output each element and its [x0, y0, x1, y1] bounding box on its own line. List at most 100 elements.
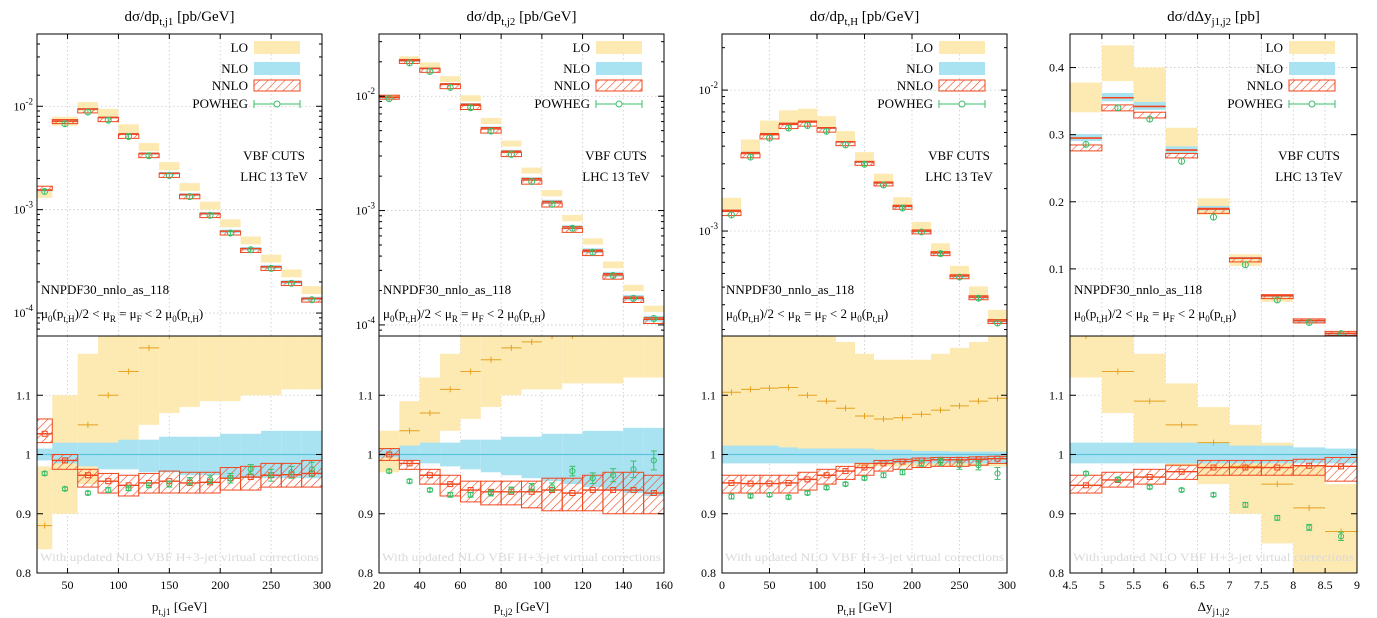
- lo-band-bin: [582, 238, 603, 245]
- powheg-ratio-point: [166, 481, 173, 488]
- lo-ratio-band-bin: [541, 336, 563, 390]
- nnlo-ratio-marker: [1210, 464, 1217, 471]
- lo-ratio-band-bin: [582, 336, 603, 384]
- powheg-point: [747, 153, 754, 161]
- x-tick-label: 0: [719, 578, 725, 592]
- legend-label-nnlo: NNLO: [212, 78, 248, 93]
- nnlo-ratio-marker: [105, 478, 112, 485]
- powheg-point: [247, 246, 255, 254]
- powheg-point: [650, 314, 658, 322]
- lo-band-bin: [1070, 82, 1102, 113]
- powheg-point: [1337, 330, 1345, 336]
- x-tick-label: 8: [1290, 578, 1296, 592]
- legend-swatch-powheg: [1308, 100, 1316, 108]
- lo-band-bin: [623, 284, 644, 292]
- lo-ratio-band-bin: [220, 336, 241, 402]
- nnlo-ratio-marker: [386, 451, 393, 458]
- legend: LO NLO NNLO POWHEG: [877, 40, 986, 111]
- powheg-point: [385, 95, 393, 103]
- ticks: [378, 34, 665, 574]
- nnlo-ratio-marker: [766, 480, 773, 487]
- x-tick-label: 200: [211, 578, 229, 592]
- legend: LO NLO NNLO POWHEG: [192, 40, 301, 111]
- ratio-plot: [722, 336, 1007, 501]
- chart-panel-3: With updated NLO VBF H+3-jet virtual cor…: [699, 9, 1017, 618]
- x-tick-label: 100: [808, 578, 826, 592]
- lo-band-bin: [760, 120, 779, 134]
- legend-swatch-powheg: [273, 100, 281, 108]
- powheg-point: [308, 296, 316, 304]
- powheg-point: [823, 127, 830, 135]
- x-axis-label: pt,j1 [GeV]: [152, 599, 207, 618]
- nlo-ratio-band-bin: [480, 439, 502, 473]
- x-axis-label: pt,H [GeV]: [837, 599, 892, 618]
- x-tick-label: 80: [495, 578, 507, 592]
- powheg-ratio-point: [747, 492, 754, 500]
- x-tick-label: 160: [655, 578, 673, 592]
- powheg-point: [165, 172, 173, 180]
- lo-ratio-band-bin: [893, 359, 912, 467]
- powheg-ratio-point: [1337, 533, 1345, 540]
- nlo-ratio-band-bin: [779, 447, 798, 464]
- nnlo-ratio-band-bin: [722, 474, 742, 494]
- legend-swatch-nnlo: [595, 79, 643, 92]
- ratio-y-tick-label: 0.8: [16, 566, 31, 580]
- nlo-ratio-band-bin: [798, 448, 817, 464]
- lo-band-bin: [874, 173, 893, 185]
- nnlo-ratio-band-bin: [778, 474, 799, 494]
- ratio-y-tick-label: 1: [710, 448, 716, 462]
- powheg-ratio-point: [569, 467, 576, 475]
- watermark-text: With updated NLO VBF H+3-jet virtual cor…: [1073, 550, 1354, 564]
- powheg-point: [1082, 140, 1090, 148]
- annotation-scale: μ0(pt,H)/2 < μR = μF < 2 μ0(pt,H): [1074, 306, 1236, 324]
- powheg-point: [287, 279, 295, 287]
- legend-label-nnlo: NNLO: [554, 78, 590, 93]
- powheg-ratio-point: [880, 472, 887, 479]
- x-tick-label: 300: [313, 578, 331, 592]
- lo-band-bin: [541, 190, 563, 197]
- legend-label-powheg: POWHEG: [877, 96, 933, 111]
- lo-ratio-band-bin: [562, 336, 583, 384]
- lo-ratio-band-bin: [240, 336, 261, 396]
- powheg-point: [61, 120, 69, 128]
- powheg-ratio-point: [1306, 524, 1313, 531]
- lo-band-bin: [1133, 67, 1166, 105]
- lo-ratio-band-bin: [521, 336, 542, 390]
- ratio-y-tick-label: 0.9: [701, 507, 716, 521]
- ratio-y-tick-label: 1.1: [701, 388, 716, 402]
- powheg-ratio-point: [467, 491, 474, 498]
- x-tick-label: 7.5: [1254, 578, 1269, 592]
- legend-label-powheg: POWHEG: [534, 96, 590, 111]
- powheg-ratio-point: [589, 475, 596, 482]
- lo-ratio-band-bin: [501, 336, 522, 396]
- nnlo-ratio-band-bin: [561, 477, 584, 512]
- legend-label-lo: LO: [573, 40, 590, 55]
- nlo-ratio-band-bin: [855, 448, 874, 464]
- powheg-point: [1273, 296, 1281, 304]
- y-tick-label: 10-4: [356, 315, 376, 332]
- nlo-ratio-band-bin: [179, 436, 200, 476]
- powheg-point: [609, 272, 617, 280]
- nlo-ratio-band-bin: [501, 436, 522, 476]
- lo-band-bin: [779, 110, 798, 124]
- annotation-pdf: NNPDF30_nnlo_as_118: [383, 282, 511, 297]
- lo-band-bin: [836, 131, 855, 143]
- lo-band-bin: [722, 197, 741, 211]
- powheg-ratio-point: [386, 467, 393, 475]
- nlo-ratio-band-bin: [562, 433, 583, 485]
- x-tick-label: 50: [62, 578, 74, 592]
- annotation-scale: μ0(pt,H)/2 < μR = μF < 2 μ0(pt,H): [41, 306, 203, 324]
- nlo-ratio-band-bin: [1165, 442, 1198, 464]
- nnlo-ratio-marker: [842, 468, 849, 475]
- lo-band-bin: [912, 221, 931, 233]
- powheg-ratio-point: [548, 483, 556, 491]
- x-axis-label: pt,j2 [GeV]: [494, 599, 549, 618]
- powheg-ratio-point: [1114, 476, 1121, 483]
- nnlo-ratio-band-bin: [643, 474, 664, 515]
- y-tick-label: 0.2: [1049, 195, 1064, 209]
- lo-band-bin: [817, 116, 836, 129]
- nnlo-ratio-marker: [1082, 482, 1089, 489]
- powheg-ratio-point: [1178, 486, 1185, 494]
- powheg-point: [507, 150, 515, 158]
- lo-band-bin: [77, 101, 99, 112]
